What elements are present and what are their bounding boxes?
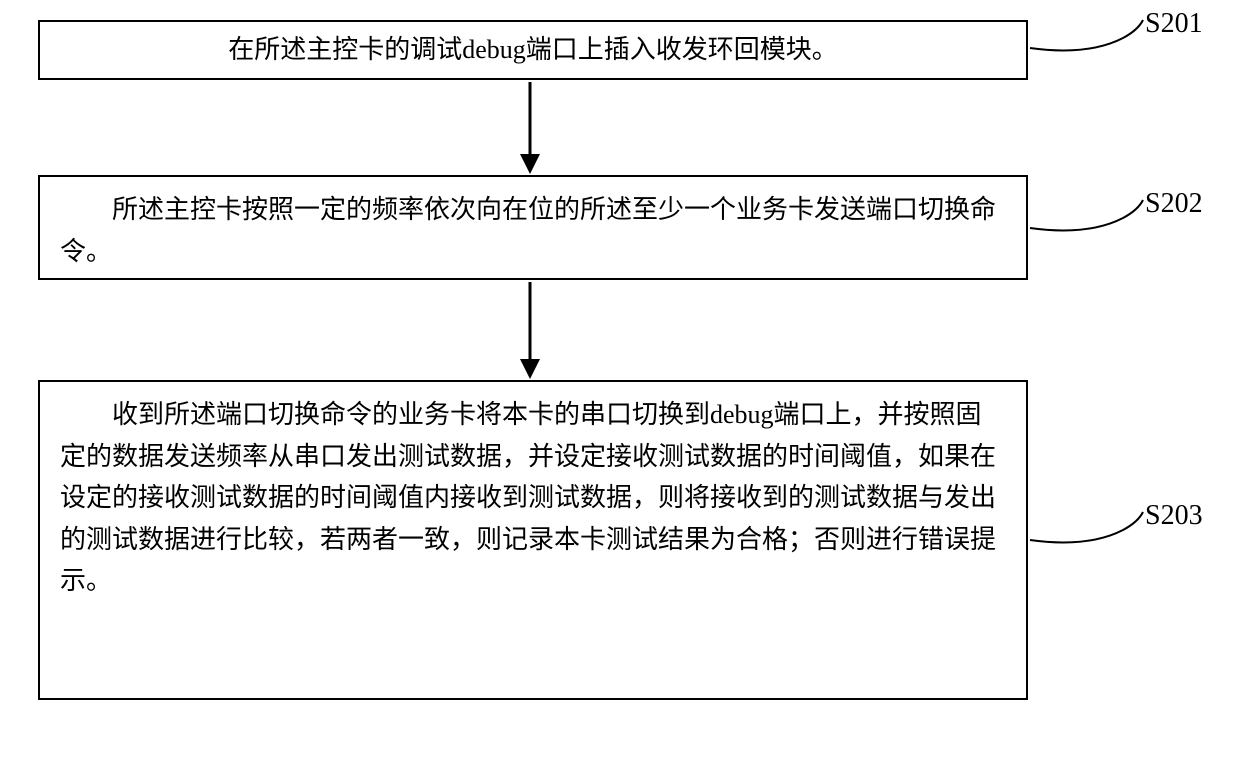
connector-curve-s202	[1028, 188, 1148, 243]
arrow-icon	[510, 282, 550, 382]
curve-icon	[1028, 500, 1148, 550]
flowchart-node-s201: 在所述主控卡的调试debug端口上插入收发环回模块。	[38, 20, 1028, 80]
connector-curve-s203	[1028, 500, 1148, 555]
node-label-s201: S201	[1145, 8, 1203, 40]
curve-icon	[1028, 8, 1148, 58]
arrow-icon	[510, 82, 550, 177]
flowchart-container: 在所述主控卡的调试debug端口上插入收发环回模块。 所述主控卡按照一定的频率依…	[0, 0, 1240, 774]
node-label-s202: S202	[1145, 188, 1203, 220]
node-text-s202: 所述主控卡按照一定的频率依次向在位的所述至少一个业务卡发送端口切换命令。	[60, 195, 996, 266]
curve-icon	[1028, 188, 1148, 238]
connector-curve-s201	[1028, 8, 1148, 63]
flowchart-node-s202: 所述主控卡按照一定的频率依次向在位的所述至少一个业务卡发送端口切换命令。	[38, 175, 1028, 280]
node-label-s203: S203	[1145, 500, 1203, 532]
arrow-s202-s203	[510, 282, 550, 387]
arrow-s201-s202	[510, 82, 550, 182]
flowchart-node-s203: 收到所述端口切换命令的业务卡将本卡的串口切换到debug端口上，并按照固定的数据…	[38, 380, 1028, 700]
node-text-s201: 在所述主控卡的调试debug端口上插入收发环回模块。	[228, 29, 838, 71]
node-text-s203: 收到所述端口切换命令的业务卡将本卡的串口切换到debug端口上，并按照固定的数据…	[60, 394, 1006, 602]
